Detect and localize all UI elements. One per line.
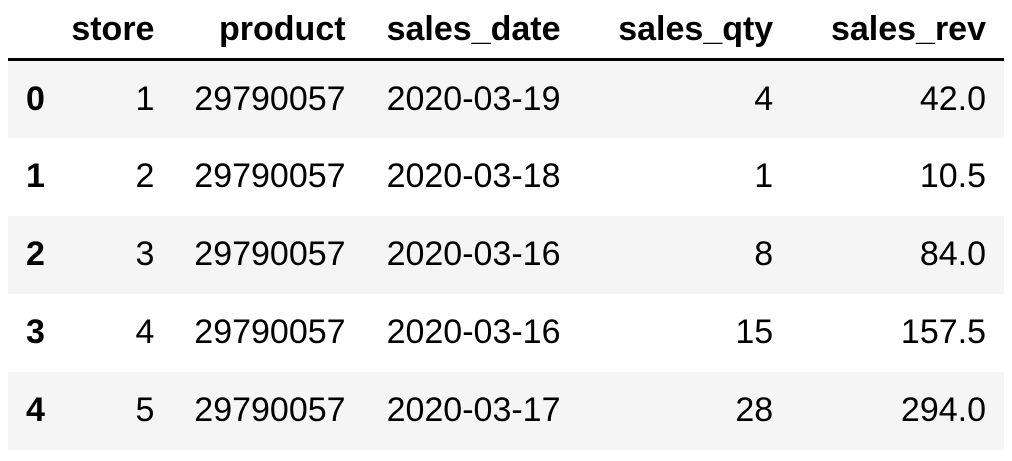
cell-product: 29790057: [194, 235, 346, 273]
table-row: 0 1 29790057 2020-03-19 4 42.0: [8, 59, 1004, 138]
table-body: 0 1 29790057 2020-03-19 4 42.0 1 2 29790…: [8, 59, 1004, 450]
column-header-product: product: [172, 0, 364, 61]
cell-sales-qty: 8: [754, 235, 774, 273]
dataframe-table: store product sales_date sales_qty sales…: [8, 0, 1004, 450]
cell-sales-qty: 15: [735, 313, 774, 351]
column-header-store: store: [59, 0, 173, 61]
row-index: 3: [26, 313, 45, 351]
cell-sales-qty: 28: [735, 391, 774, 429]
cell-sales-rev: 10.5: [919, 157, 986, 195]
row-index: 4: [26, 391, 45, 429]
cell-product: 29790057: [194, 157, 346, 195]
table-row: 4 5 29790057 2020-03-17 28 294.0: [8, 371, 1004, 450]
cell-store: 4: [135, 313, 155, 351]
cell-sales-date: 2020-03-19: [386, 79, 561, 118]
row-index: 0: [26, 79, 45, 118]
table-row: 1 2 29790057 2020-03-18 1 10.5: [8, 138, 1004, 216]
table-row: 3 4 29790057 2020-03-16 15 157.5: [8, 294, 1004, 372]
column-header-sales-qty: sales_qty: [578, 0, 792, 61]
column-header-sales-rev: sales_rev: [791, 0, 1004, 61]
table-header: store product sales_date sales_qty sales…: [8, 0, 1004, 61]
cell-sales-date: 2020-03-16: [386, 313, 561, 351]
header-row: store product sales_date sales_qty sales…: [8, 0, 1004, 61]
cell-sales-qty: 1: [754, 157, 774, 195]
cell-product: 29790057: [194, 391, 346, 429]
cell-sales-rev: 294.0: [900, 391, 986, 429]
cell-store: 5: [135, 391, 155, 429]
cell-sales-date: 2020-03-17: [386, 391, 561, 429]
cell-store: 2: [135, 157, 155, 195]
cell-sales-qty: 4: [754, 79, 774, 118]
dataframe-container: store product sales_date sales_qty sales…: [8, 0, 1004, 450]
cell-store: 3: [135, 235, 155, 273]
cell-store: 1: [135, 79, 155, 118]
row-index: 2: [26, 235, 45, 273]
cell-sales-date: 2020-03-18: [386, 157, 561, 195]
cell-sales-rev: 84.0: [919, 235, 986, 273]
cell-sales-rev: 157.5: [900, 313, 986, 351]
row-index: 1: [26, 157, 45, 195]
cell-sales-rev: 42.0: [919, 79, 986, 118]
index-column-header: [8, 0, 60, 61]
column-header-sales-date: sales_date: [363, 0, 579, 61]
table-row: 2 3 29790057 2020-03-16 8 84.0: [8, 215, 1004, 294]
cell-sales-date: 2020-03-16: [386, 235, 561, 273]
cell-product: 29790057: [194, 79, 346, 118]
cell-product: 29790057: [194, 313, 346, 351]
